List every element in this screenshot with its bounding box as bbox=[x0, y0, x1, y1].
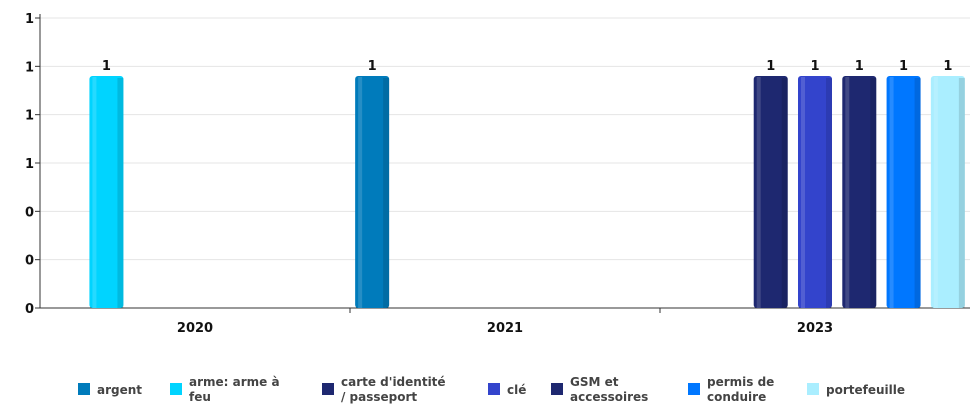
legend-swatch bbox=[807, 383, 819, 395]
bar-body bbox=[930, 76, 965, 308]
legend-label-line: arme: arme à bbox=[189, 375, 280, 389]
bar-shade bbox=[117, 78, 124, 308]
legend-swatch bbox=[78, 383, 90, 395]
legend-item: portefeuille bbox=[807, 383, 905, 397]
bars bbox=[89, 76, 965, 308]
bar-highlight bbox=[358, 77, 363, 308]
y-tick-label: 0 bbox=[25, 205, 34, 220]
legend-item: carte d'identité / passeport bbox=[322, 375, 446, 404]
bar-shade bbox=[826, 78, 832, 308]
bar-body bbox=[89, 76, 124, 308]
bar-highlight bbox=[889, 77, 894, 308]
bar-highlight bbox=[92, 77, 97, 308]
bar-shade bbox=[781, 78, 788, 308]
legend-label-line: / passeport bbox=[341, 390, 417, 404]
bar-shade bbox=[914, 78, 921, 308]
x-tick-label: 2021 bbox=[487, 321, 523, 336]
y-tick-label: 0 bbox=[25, 254, 34, 269]
x-tick-label: 2020 bbox=[177, 321, 213, 336]
bar bbox=[842, 76, 877, 308]
legend-item: clé bbox=[488, 383, 526, 397]
bar-highlight bbox=[801, 77, 805, 308]
bar-shade bbox=[383, 78, 390, 308]
bar-body bbox=[753, 76, 788, 308]
legend-label: argent bbox=[97, 383, 142, 397]
legend-label: permis de conduire bbox=[707, 375, 774, 404]
data-label: 1 bbox=[102, 59, 111, 74]
legend-swatch bbox=[170, 383, 182, 395]
axes: 0 0 0 1 1 1 1 2020 2021 2023 bbox=[25, 12, 970, 336]
bar bbox=[798, 76, 832, 308]
bar-shade bbox=[958, 78, 965, 308]
data-labels: 1 1 1 1 1 1 1 bbox=[102, 59, 952, 74]
data-label: 1 bbox=[943, 59, 952, 74]
data-label: 1 bbox=[766, 59, 775, 74]
y-tick-label: 1 bbox=[25, 157, 34, 172]
bar-shade bbox=[870, 78, 877, 308]
bar-body bbox=[886, 76, 921, 308]
y-tick-label: 1 bbox=[25, 109, 34, 124]
legend-label: clé bbox=[507, 383, 526, 397]
legend-swatch bbox=[488, 383, 500, 395]
legend-label: portefeuille bbox=[826, 383, 905, 397]
bar bbox=[886, 76, 921, 308]
bar-body bbox=[798, 76, 832, 308]
y-tick-label: 1 bbox=[25, 60, 34, 75]
bar-body bbox=[842, 76, 877, 308]
data-label: 1 bbox=[368, 59, 377, 74]
legend-label-line: accessoires bbox=[570, 390, 648, 404]
y-tick-label: 0 bbox=[25, 302, 34, 317]
legend-swatch bbox=[688, 383, 700, 395]
legend-label-line: conduire bbox=[707, 390, 766, 404]
legend-item: arme: arme à feu bbox=[170, 375, 280, 404]
legend-item: argent bbox=[78, 383, 142, 397]
legend-label: carte d'identité / passeport bbox=[341, 375, 446, 404]
bar bbox=[930, 76, 965, 308]
legend-label: GSM et accessoires bbox=[570, 375, 648, 404]
data-label: 1 bbox=[855, 59, 864, 74]
legend-label-line: feu bbox=[189, 390, 211, 404]
x-tick-label: 2023 bbox=[797, 321, 833, 336]
legend-item: GSM et accessoires bbox=[551, 375, 648, 404]
legend-label: arme: arme à feu bbox=[189, 375, 280, 404]
bar-body bbox=[355, 76, 390, 308]
legend-label-line: permis de bbox=[707, 375, 774, 389]
legend-label-line: GSM et bbox=[570, 375, 619, 389]
bar-highlight bbox=[845, 77, 850, 308]
data-label: 1 bbox=[810, 59, 819, 74]
bar bbox=[89, 76, 124, 308]
legend: argent arme: arme à feu carte d'identité / p… bbox=[78, 375, 905, 404]
bar bbox=[355, 76, 390, 308]
bar-highlight bbox=[933, 77, 938, 308]
bar-highlight bbox=[756, 77, 761, 308]
legend-item: permis de conduire bbox=[688, 375, 774, 404]
y-tick-label: 1 bbox=[25, 12, 34, 27]
legend-swatch bbox=[551, 383, 563, 395]
legend-swatch bbox=[322, 383, 334, 395]
legend-label-line: carte d'identité bbox=[341, 375, 446, 389]
bar bbox=[753, 76, 788, 308]
data-label: 1 bbox=[899, 59, 908, 74]
